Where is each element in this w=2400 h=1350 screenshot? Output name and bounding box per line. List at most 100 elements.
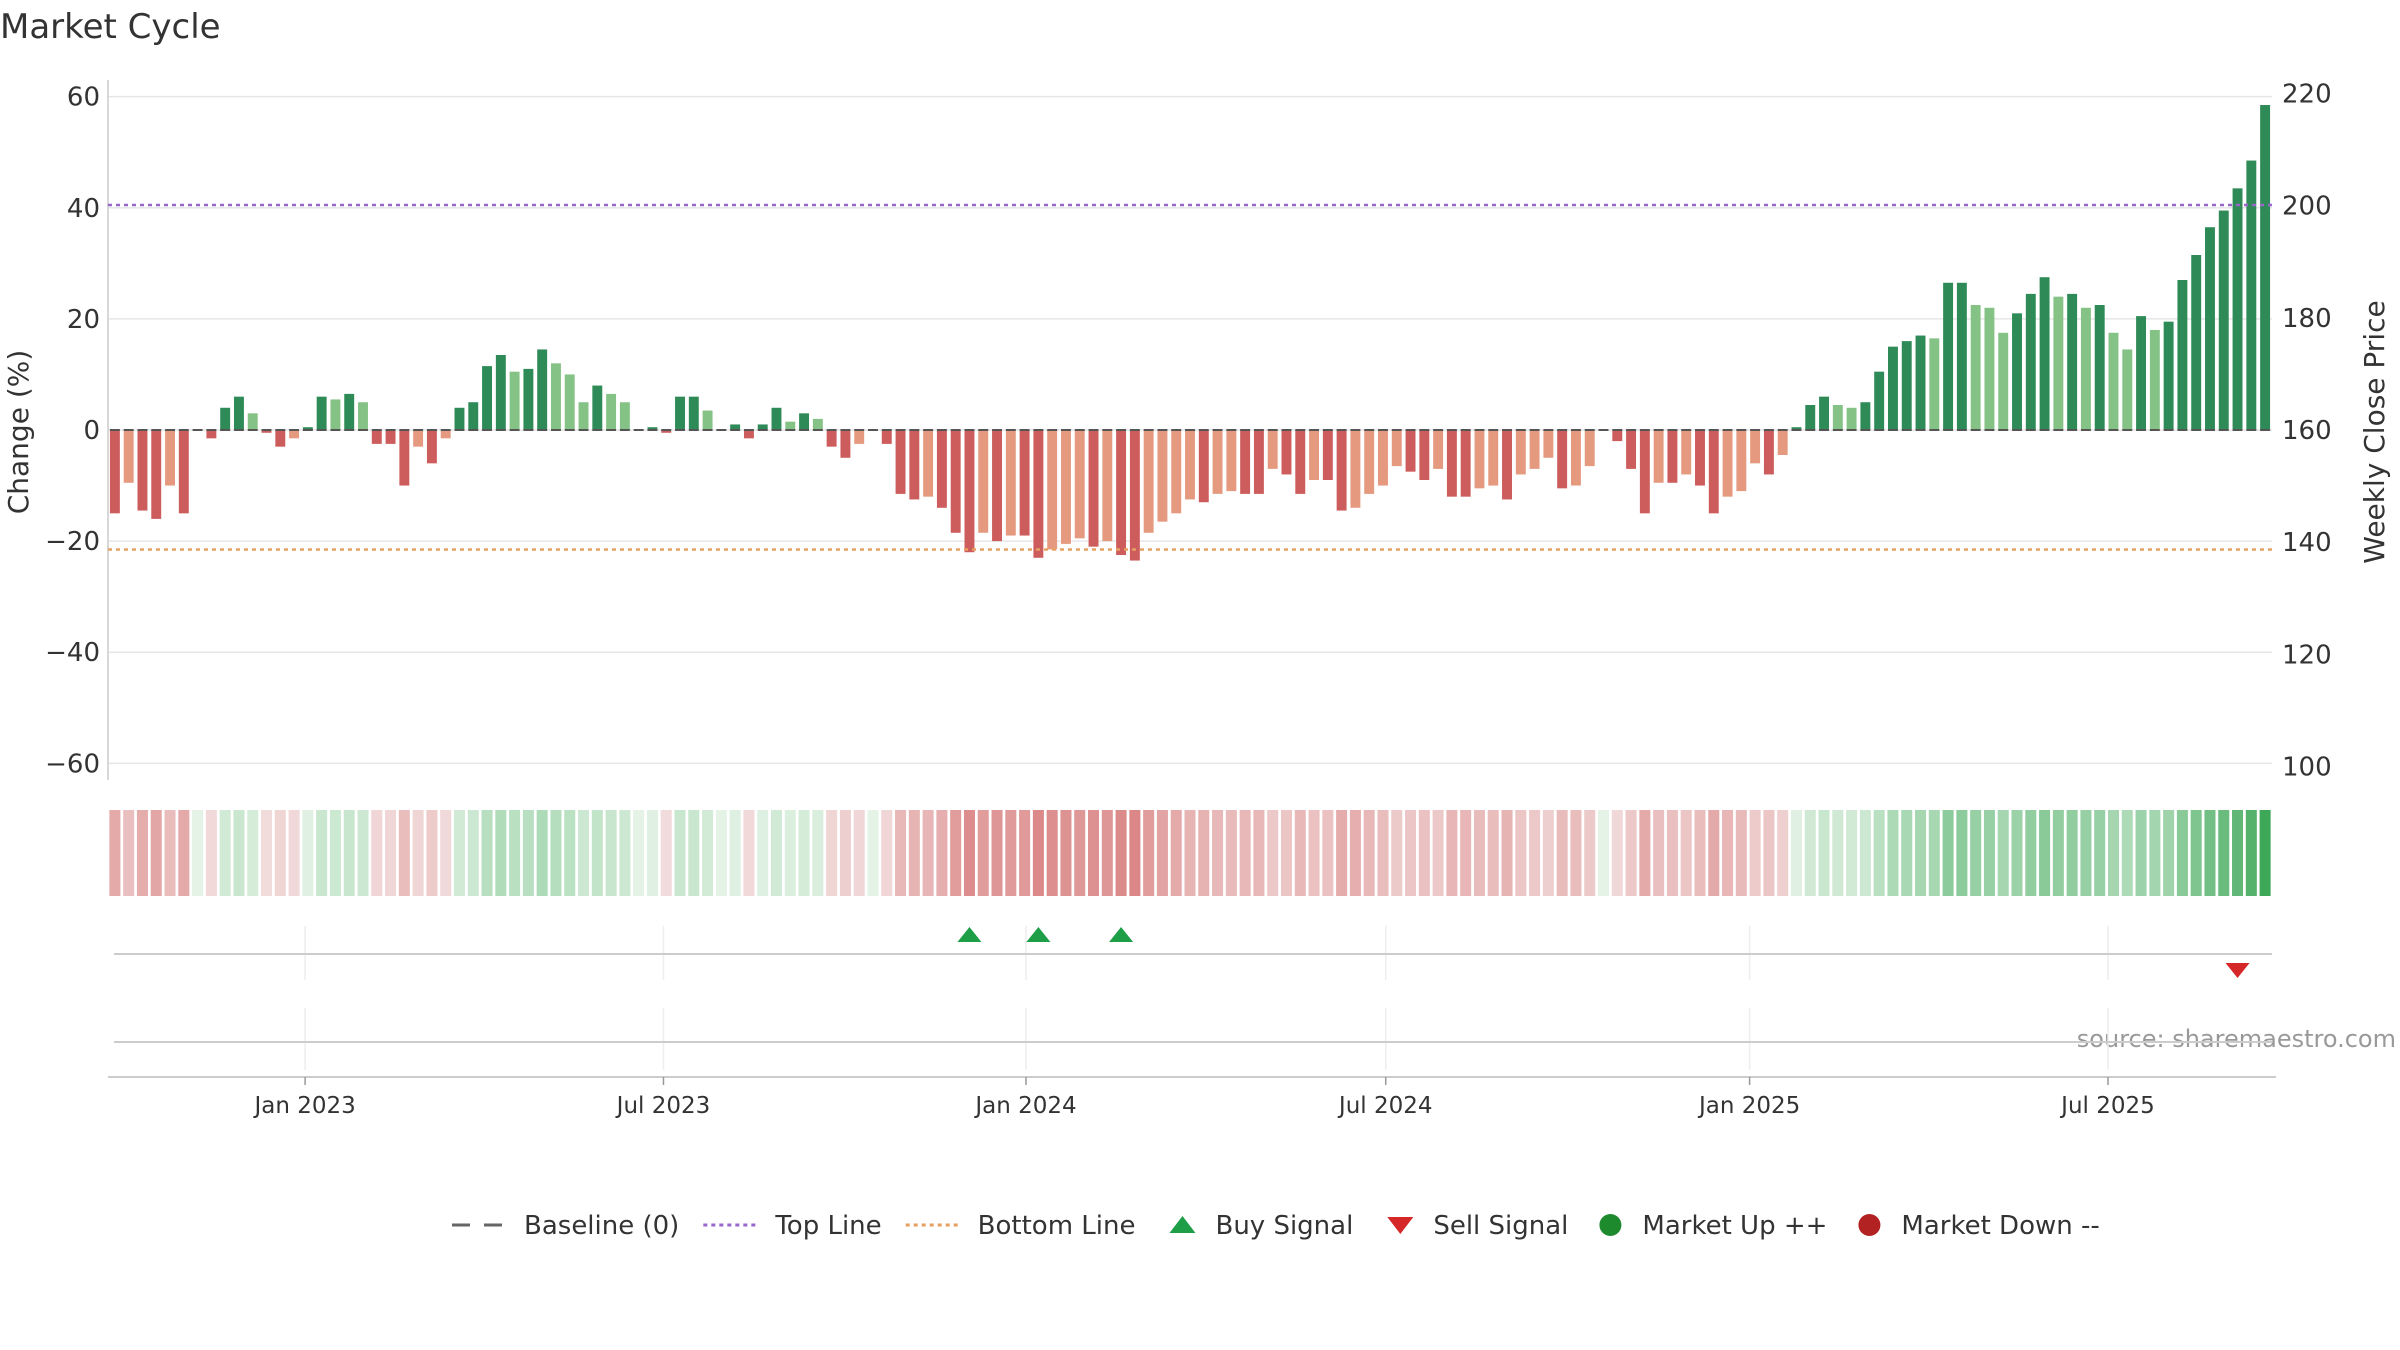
heat-cell (1625, 810, 1637, 896)
change-bar (344, 393, 355, 430)
heat-cell (302, 810, 314, 896)
heat-cell (963, 810, 975, 896)
heat-cell (1184, 810, 1196, 896)
change-bar (1102, 430, 1113, 542)
legend-sell-icon (1387, 1217, 1414, 1234)
heat-cell (1336, 810, 1348, 896)
heat-cell (343, 810, 355, 896)
x-tick-label: Jan 2025 (1697, 1093, 1800, 1119)
y-tick-label: 40 (67, 194, 100, 224)
change-bars (109, 105, 2271, 561)
change-bar (1998, 332, 2009, 430)
heat-cell (1418, 810, 1430, 896)
change-bar (495, 355, 506, 430)
change-bar (1819, 396, 1830, 430)
change-bar (1570, 430, 1581, 486)
heat-cell (1143, 810, 1155, 896)
change-bar (1281, 430, 1292, 475)
change-bar (137, 430, 148, 511)
change-bar (1736, 430, 1747, 492)
legend-dot-icon (1599, 1214, 1622, 1236)
change-bar (1309, 430, 1320, 480)
change-bar (702, 410, 713, 430)
heat-cell (1156, 810, 1168, 896)
heat-cell (178, 810, 190, 896)
change-bar (1887, 346, 1898, 430)
change-bar (564, 374, 575, 430)
heat-cell (1349, 810, 1361, 896)
heat-cell (1363, 810, 1375, 896)
legend-buy-icon (1169, 1216, 1196, 1233)
change-bar (1364, 430, 1375, 494)
heat-cell (371, 810, 383, 896)
change-bar (950, 430, 961, 533)
heat-cell (922, 810, 934, 896)
heat-cell (1928, 810, 1940, 896)
change-bar (1860, 402, 1871, 430)
heat-cell (2066, 810, 2078, 896)
legend-dot-icon (1858, 1214, 1881, 1236)
heat-cell (288, 810, 300, 896)
change-bar (1143, 430, 1154, 533)
heat-cell (895, 810, 907, 896)
heat-cell (1956, 810, 1968, 896)
change-bar (1322, 430, 1333, 480)
change-bar (771, 407, 782, 430)
change-bar (468, 402, 479, 430)
change-bar (1378, 430, 1388, 486)
heat-cell (136, 810, 148, 896)
change-bar (385, 430, 396, 444)
y-axis-label: Change (%) (2, 350, 35, 515)
change-bar (1901, 341, 1912, 430)
change-bar (123, 430, 134, 483)
y-tick-label: −60 (45, 749, 100, 779)
heat-cell (591, 810, 603, 896)
buy-signal-marker (957, 927, 982, 942)
heat-cell (522, 810, 534, 896)
legend: Baseline (0) Top Line Bottom Line Buy Signa… (452, 1211, 2100, 1241)
change-bar (440, 430, 451, 439)
change-bar (1763, 430, 1774, 475)
heat-cell (109, 810, 121, 896)
change-bar (1171, 430, 1182, 514)
heat-cell (329, 810, 341, 896)
heat-cell (633, 810, 645, 896)
heat-cell (1694, 810, 1706, 896)
heat-cell (1804, 810, 1816, 896)
change-bar (688, 396, 699, 430)
heat-cell (743, 810, 755, 896)
change-bar (316, 396, 327, 430)
y2-tick-label: 160 (2282, 416, 2332, 446)
heat-cell (1005, 810, 1017, 896)
change-bar (1088, 430, 1099, 547)
change-bar (1129, 430, 1140, 561)
heat-cell (2149, 810, 2161, 896)
heat-cell (1377, 810, 1389, 896)
change-bar (1874, 371, 1885, 430)
heat-cell (1308, 810, 1320, 896)
change-bar (1846, 407, 1857, 430)
legend-label: Market Down -- (1901, 1211, 2099, 1241)
heat-cell (1777, 810, 1789, 896)
change-bar (826, 430, 837, 447)
change-bar (371, 430, 382, 444)
change-bar (757, 424, 768, 430)
change-bar (1253, 430, 1264, 494)
heat-cell (123, 810, 135, 896)
heat-cell (2080, 810, 2092, 896)
heat-cell (1763, 810, 1775, 896)
change-bar (936, 430, 947, 508)
change-bar (647, 427, 658, 430)
change-bar (1681, 430, 1692, 475)
change-bar (1557, 430, 1568, 489)
heat-cell (1198, 810, 1210, 896)
change-bar (1529, 430, 1540, 469)
x-tick-label: Jan 2024 (973, 1093, 1076, 1119)
x-tick-label: Jul 2023 (615, 1093, 711, 1119)
change-bar (743, 430, 754, 439)
heat-cell (398, 810, 410, 896)
buy-signal-marker (1026, 927, 1051, 942)
change-bar (2039, 277, 2050, 430)
change-bar (1060, 430, 1071, 544)
change-bar (509, 371, 520, 430)
